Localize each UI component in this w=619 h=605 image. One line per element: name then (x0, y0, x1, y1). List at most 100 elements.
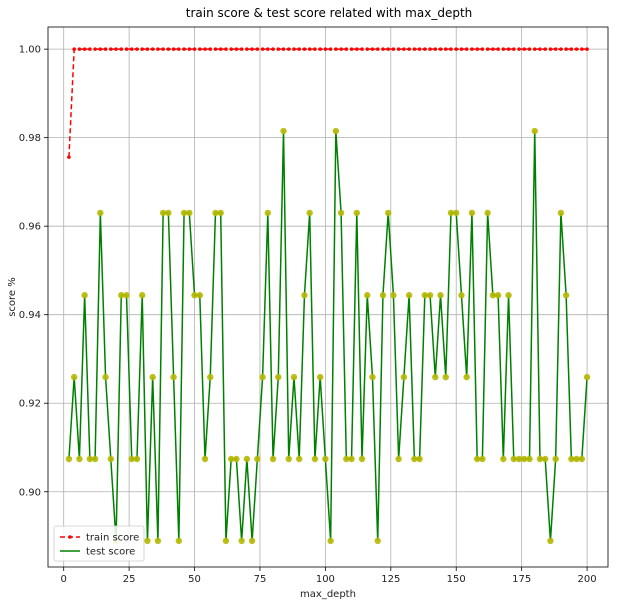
train-score-point (360, 47, 364, 51)
test-score-point (227, 455, 235, 463)
x-tick-label: 75 (254, 574, 267, 585)
test-score-point (468, 209, 476, 217)
test-score-point (552, 455, 559, 463)
test-score-point (573, 455, 580, 463)
train-score-point (177, 47, 181, 51)
y-tick-label: 0.98 (19, 133, 41, 144)
train-score-point (396, 47, 401, 51)
train-score-point (313, 47, 317, 51)
test-score-point (264, 209, 272, 217)
test-score-point (358, 455, 366, 463)
train-score-point (585, 47, 589, 51)
train-score-point (286, 47, 291, 51)
train-score-point (67, 155, 71, 159)
train-score-point (386, 47, 390, 51)
train-score-point (72, 47, 76, 51)
train-score-point (140, 47, 145, 51)
train-score-point (239, 47, 244, 51)
x-axis-label: max_depth (300, 589, 356, 600)
train-score-point (260, 47, 265, 51)
test-score-point (515, 455, 523, 463)
train-score-point (124, 47, 129, 51)
y-tick-label: 0.90 (19, 487, 41, 498)
test-score-point (348, 455, 355, 463)
train-score-point (161, 47, 165, 51)
test-score-point (526, 455, 533, 463)
test-score-point (259, 373, 266, 381)
train-score-point (470, 47, 474, 51)
train-score-point (334, 47, 338, 51)
train-score-point (109, 47, 113, 51)
test-score-point (332, 127, 340, 135)
train-score-point (114, 47, 118, 51)
test-score-point (70, 373, 78, 381)
test-score-point (395, 455, 402, 463)
legend-train-label: train score (86, 533, 139, 544)
train-score-point (245, 47, 249, 51)
x-tick-label: 200 (578, 574, 597, 585)
test-score-point (170, 373, 177, 381)
test-score-point (196, 292, 203, 299)
train-score-point (339, 47, 343, 51)
test-score-point (416, 455, 423, 463)
test-score-point (379, 292, 387, 299)
train-score-point (553, 47, 558, 51)
train-score-point (145, 47, 150, 51)
test-score-point (494, 292, 502, 299)
test-score-point (463, 373, 470, 381)
grid (48, 27, 608, 567)
legend-box (53, 525, 145, 562)
train-score-point (517, 47, 521, 51)
train-score-point (423, 47, 427, 51)
test-score-point (149, 373, 156, 381)
train-score-point (354, 47, 359, 51)
test-score-point (233, 455, 240, 463)
test-score-point (322, 455, 329, 463)
test-score-point (139, 292, 146, 299)
y-tick-label: 1.00 (19, 45, 41, 56)
test-score-point (453, 209, 460, 217)
train-score-point (433, 47, 438, 51)
test-score-point (133, 455, 141, 463)
test-score-point (123, 292, 130, 299)
test-score-point (458, 292, 465, 299)
test-score-point (180, 209, 188, 217)
test-score-point (421, 292, 429, 299)
train-score-point (564, 47, 568, 51)
test-score-point (510, 455, 517, 463)
train-score-point (548, 47, 553, 51)
y-tick-label: 0.92 (19, 399, 41, 410)
train-score-point (344, 47, 349, 51)
test-score-point (369, 373, 376, 381)
test-score-point (191, 292, 198, 299)
train-score-point (135, 47, 139, 51)
train-score-point (491, 47, 495, 51)
test-score-point (447, 209, 455, 217)
train-score-point (255, 47, 260, 51)
test-score-point (432, 373, 439, 381)
test-score-point (290, 373, 298, 381)
test-score-point (437, 292, 444, 299)
train-score-point (480, 47, 485, 51)
train-score-point (438, 47, 443, 51)
train-score-point (381, 47, 385, 51)
train-score-point (171, 47, 176, 51)
test-score-point (128, 455, 135, 463)
test-score-point (301, 292, 308, 299)
test-score-point (175, 537, 183, 545)
test-score-point (541, 455, 549, 463)
train-score-point (98, 47, 103, 51)
test-score-point (76, 455, 83, 463)
test-score-point (327, 537, 334, 545)
train-score-point (266, 47, 270, 51)
train-score-point (464, 47, 469, 51)
train-score-point (449, 47, 453, 51)
train-score-point (454, 47, 459, 51)
train-score-point (511, 47, 516, 51)
test-score-point (311, 455, 319, 463)
test-score-point (154, 537, 162, 545)
test-score-point (578, 455, 586, 463)
y-axis-label: score % (7, 277, 18, 317)
legend-train-marker (68, 535, 72, 539)
